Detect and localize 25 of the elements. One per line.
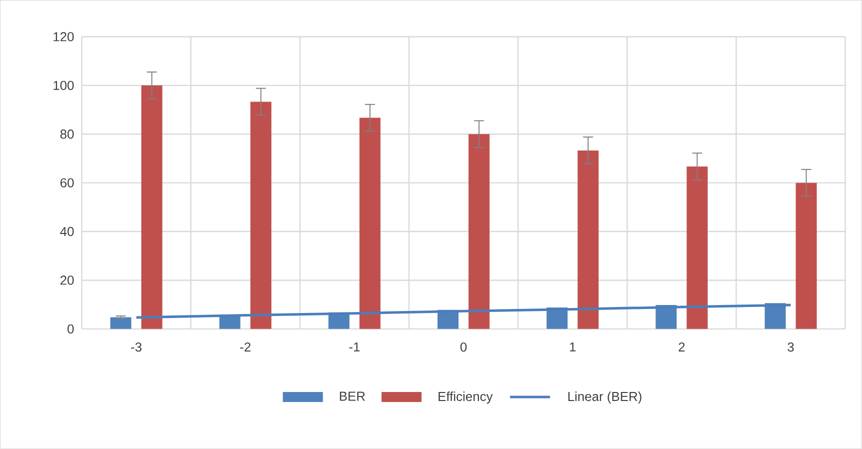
y-tick-label: 80 — [60, 130, 74, 139]
y-tick-label: 40 — [60, 227, 74, 236]
x-tick-label: 2 — [678, 342, 685, 352]
bar — [578, 150, 599, 330]
x-tick-label: -3 — [131, 342, 142, 352]
legend-label: BER — [340, 392, 365, 401]
bar — [110, 317, 132, 330]
x-tick-label: 1 — [570, 342, 576, 352]
y-tick-label: 20 — [60, 276, 74, 285]
bar — [468, 134, 490, 330]
legend-label: Efficiency — [438, 392, 493, 404]
bar — [359, 118, 380, 330]
x-tick-label: 3 — [788, 342, 794, 352]
y-tick-label: 100 — [54, 80, 74, 90]
y-tick-label: 120 — [54, 32, 74, 42]
x-tick-label: -1 — [349, 342, 360, 352]
x-tick-label: -2 — [240, 342, 250, 352]
bar — [250, 102, 272, 330]
legend-label: Linear (BER) — [568, 392, 642, 404]
bar — [141, 86, 162, 330]
x-tick-label: 0 — [460, 342, 467, 352]
bar — [686, 166, 708, 330]
y-tick-label: 0 — [68, 324, 74, 334]
y-tick-label: 60 — [60, 178, 74, 188]
bar — [796, 182, 817, 330]
